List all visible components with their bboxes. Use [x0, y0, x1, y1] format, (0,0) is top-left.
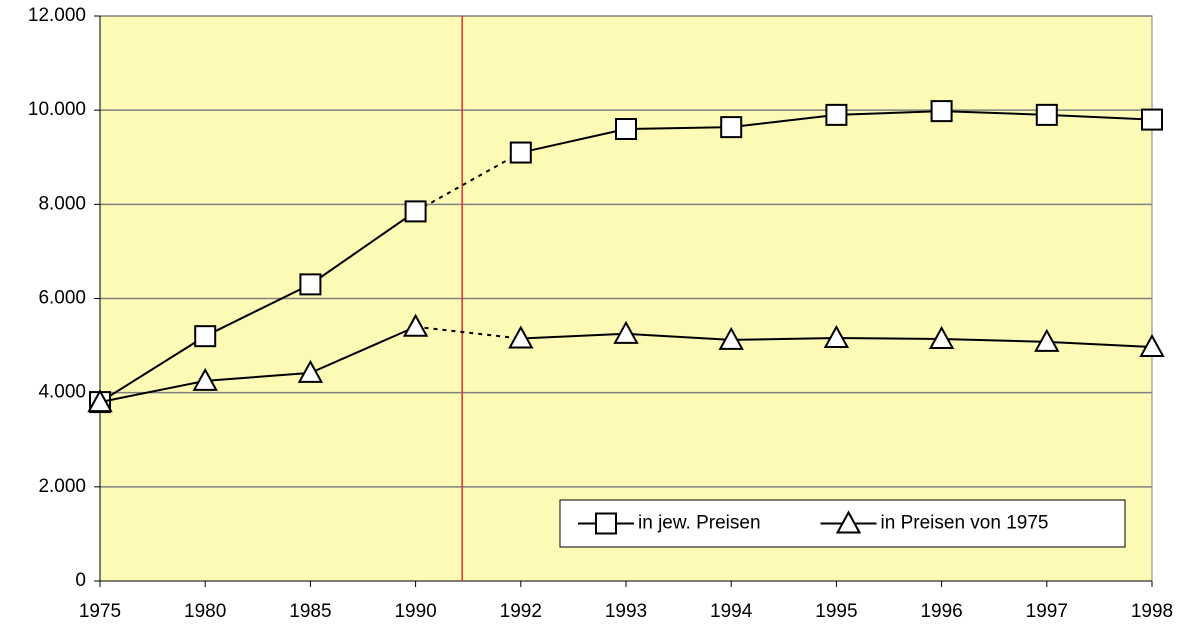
- marker: [825, 103, 848, 126]
- x-tick-label: 1985: [289, 601, 331, 622]
- legend-label: in Preisen von 1975: [881, 513, 1049, 534]
- legend: in jew. Preisen in Preisen von 1975: [559, 499, 1126, 548]
- x-tick-label: 1994: [710, 601, 753, 622]
- marker: [720, 116, 743, 139]
- marker: [509, 141, 532, 164]
- marker: [402, 313, 429, 337]
- x-tick-label: 1998: [1131, 601, 1173, 622]
- marker: [297, 359, 324, 383]
- y-tick-label: 2.000: [38, 476, 86, 497]
- marker: [404, 200, 427, 223]
- marker: [595, 512, 617, 535]
- marker: [194, 325, 217, 348]
- legend-label: in jew. Preisen: [638, 513, 761, 534]
- y-tick-label: 12.000: [28, 5, 86, 26]
- marker: [192, 367, 218, 391]
- y-tick-label: 6.000: [38, 288, 86, 309]
- y-tick-label: 8.000: [38, 193, 86, 214]
- marker: [1034, 328, 1060, 352]
- y-tick-label: 10.000: [28, 99, 86, 120]
- x-tick-label: 1975: [79, 601, 121, 622]
- marker: [87, 389, 113, 413]
- marker: [930, 100, 953, 123]
- x-tick-label: 1980: [184, 601, 226, 622]
- y-tick-label: 4.000: [38, 382, 86, 403]
- marker: [615, 118, 637, 140]
- dotted-connector: [415, 151, 522, 213]
- marker: [1035, 103, 1058, 126]
- marker: [613, 320, 639, 344]
- marker: [823, 324, 850, 349]
- marker: [1139, 333, 1165, 357]
- x-tick-label: 1990: [394, 601, 436, 622]
- x-tick-label: 1995: [815, 601, 857, 622]
- marker: [508, 325, 534, 349]
- series-line: [99, 325, 417, 404]
- x-tick-label: 1997: [1026, 601, 1068, 622]
- marker: [299, 273, 322, 296]
- x-tick-label: 1996: [920, 601, 962, 622]
- marker: [835, 510, 862, 534]
- series-line: [99, 210, 417, 403]
- x-tick-label: 1992: [500, 601, 542, 622]
- marker: [928, 325, 955, 349]
- marker: [718, 326, 744, 350]
- x-tick-label: 1993: [605, 601, 647, 622]
- y-tick-label: 0: [75, 570, 86, 591]
- marker: [1141, 108, 1163, 131]
